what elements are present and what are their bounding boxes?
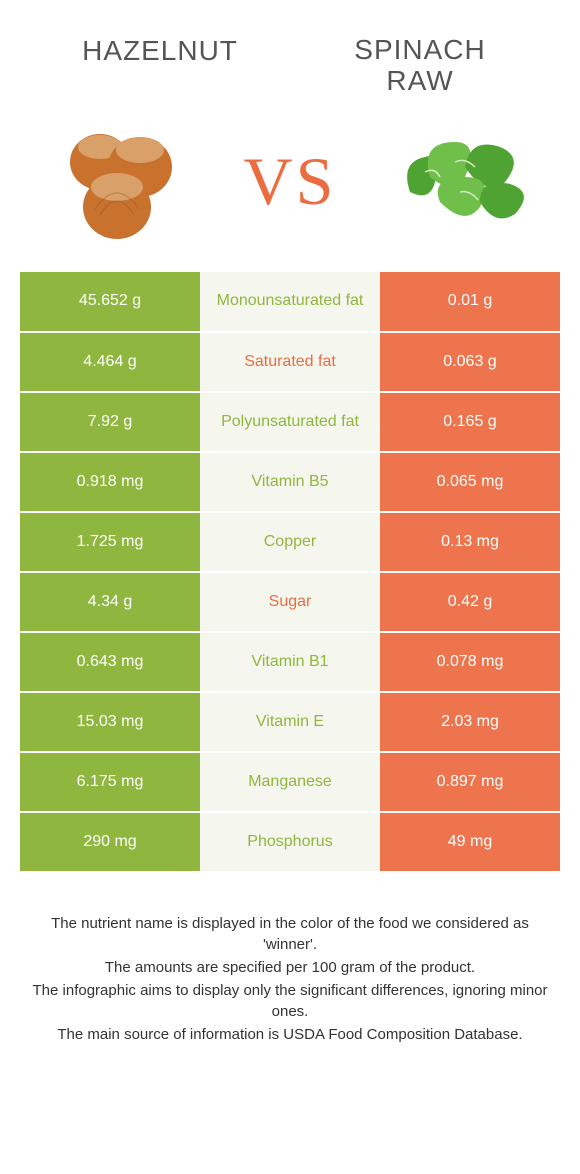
table-row: 290 mgPhosphorus49 mg — [20, 812, 560, 872]
table-row: 7.92 gPolyunsaturated fat0.165 g — [20, 392, 560, 452]
footer-notes: The nutrient name is displayed in the co… — [0, 873, 580, 1045]
hazelnut-image — [40, 117, 200, 247]
right-food-title-line2: raw — [290, 66, 550, 97]
footer-line-3: The infographic aims to display only the… — [30, 980, 550, 1022]
left-value-cell: 15.03 mg — [20, 692, 200, 752]
table-row: 45.652 gMonounsaturated fat0.01 g — [20, 272, 560, 332]
right-value-cell: 0.078 mg — [380, 632, 560, 692]
left-value-cell: 1.725 mg — [20, 512, 200, 572]
nutrient-label-cell: Vitamin B5 — [200, 452, 380, 512]
left-value-cell: 7.92 g — [20, 392, 200, 452]
right-value-cell: 0.42 g — [380, 572, 560, 632]
table-row: 6.175 mgManganese0.897 mg — [20, 752, 560, 812]
footer-line-1: The nutrient name is displayed in the co… — [30, 913, 550, 955]
left-value-cell: 0.918 mg — [20, 452, 200, 512]
left-value-cell: 290 mg — [20, 812, 200, 872]
header-left: Hazelnut — [30, 35, 290, 67]
nutrient-label-cell: Phosphorus — [200, 812, 380, 872]
nutrient-label-cell: Vitamin E — [200, 692, 380, 752]
right-value-cell: 0.13 mg — [380, 512, 560, 572]
nutrient-label-cell: Monounsaturated fat — [200, 272, 380, 332]
left-value-cell: 0.643 mg — [20, 632, 200, 692]
left-value-cell: 6.175 mg — [20, 752, 200, 812]
table-row: 0.918 mgVitamin B50.065 mg — [20, 452, 560, 512]
table-row: 1.725 mgCopper0.13 mg — [20, 512, 560, 572]
nutrient-label-cell: Manganese — [200, 752, 380, 812]
right-food-title-line1: Spinach — [290, 35, 550, 66]
compare-row: VS — [0, 107, 580, 272]
table-row: 4.464 gSaturated fat0.063 g — [20, 332, 560, 392]
nutrient-label-cell: Sugar — [200, 572, 380, 632]
footer-line-2: The amounts are specified per 100 gram o… — [30, 957, 550, 978]
right-value-cell: 2.03 mg — [380, 692, 560, 752]
right-value-cell: 0.065 mg — [380, 452, 560, 512]
nutrient-table: 45.652 gMonounsaturated fat0.01 g4.464 g… — [20, 272, 560, 873]
left-value-cell: 4.464 g — [20, 332, 200, 392]
right-value-cell: 0.01 g — [380, 272, 560, 332]
right-value-cell: 0.063 g — [380, 332, 560, 392]
nutrient-label-cell: Vitamin B1 — [200, 632, 380, 692]
left-value-cell: 4.34 g — [20, 572, 200, 632]
table-row: 0.643 mgVitamin B10.078 mg — [20, 632, 560, 692]
nutrient-label-cell: Copper — [200, 512, 380, 572]
footer-line-4: The main source of information is USDA F… — [30, 1024, 550, 1045]
right-value-cell: 0.897 mg — [380, 752, 560, 812]
right-value-cell: 49 mg — [380, 812, 560, 872]
left-food-title: Hazelnut — [30, 35, 290, 67]
nutrient-label-cell: Polyunsaturated fat — [200, 392, 380, 452]
table-row: 15.03 mgVitamin E2.03 mg — [20, 692, 560, 752]
left-value-cell: 45.652 g — [20, 272, 200, 332]
nutrient-label-cell: Saturated fat — [200, 332, 380, 392]
header-right: Spinach raw — [290, 35, 550, 97]
table-row: 4.34 gSugar0.42 g — [20, 572, 560, 632]
vs-text: VS — [244, 142, 337, 221]
right-value-cell: 0.165 g — [380, 392, 560, 452]
header: Hazelnut Spinach raw — [0, 0, 580, 107]
spinach-image — [380, 117, 540, 247]
